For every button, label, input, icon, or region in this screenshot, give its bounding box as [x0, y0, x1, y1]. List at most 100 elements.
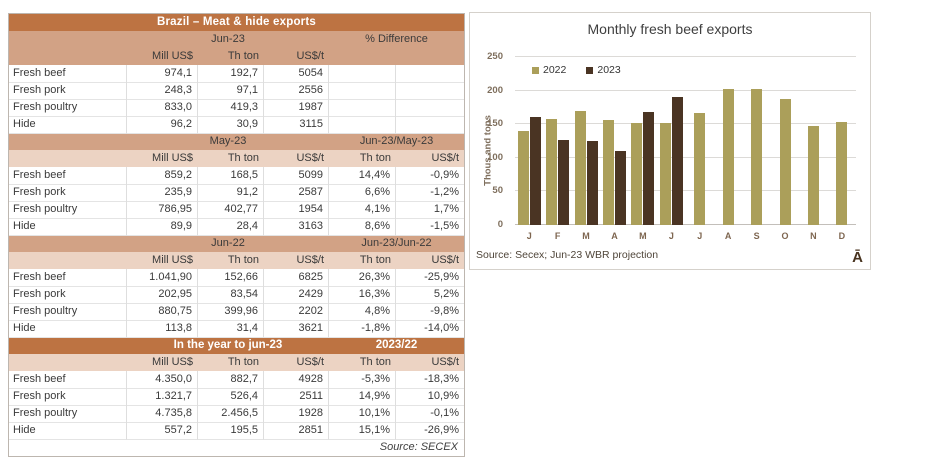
cell-value: 3621	[264, 320, 329, 338]
unit-header: Th ton	[227, 50, 259, 62]
table-row: Hide 113,8 31,4 3621 -1,8% -14,0%	[9, 320, 464, 338]
legend-item-2023: 2023	[586, 64, 621, 76]
cell-value: 526,4	[198, 388, 264, 406]
cell-value: 882,7	[198, 371, 264, 389]
row-label: Fresh poultry	[9, 201, 127, 219]
cell-value: 2851	[264, 422, 329, 440]
cell-value: 2511	[264, 388, 329, 406]
cell-value: 16,3%	[329, 286, 396, 304]
cell-value: 2556	[264, 82, 329, 100]
bar-group	[828, 57, 856, 225]
cell-value: 833,0	[127, 99, 198, 117]
cell-value: 1954	[264, 201, 329, 219]
cell-value: 31,4	[198, 320, 264, 338]
x-tick-label: S	[753, 231, 760, 241]
table-row: Fresh poultry 880,75 399,96 2202 4,8% -9,8%	[9, 303, 464, 321]
table-row: Fresh pork 235,9 91,2 2587 6,6% -1,2%	[9, 184, 464, 202]
bar-2022	[694, 112, 706, 225]
cell-value: 96,2	[127, 116, 198, 134]
row-label: Fresh beef	[9, 371, 127, 389]
table-row: Fresh beef 1.041,90 152,66 6825 26,3% -25,9%	[9, 269, 464, 287]
cell-value: 6825	[264, 269, 329, 287]
bar-group	[572, 57, 600, 225]
cell-value: 1.041,90	[127, 269, 198, 287]
chart-legend: 2022 2023	[532, 64, 621, 76]
cell-value: 15,1%	[329, 422, 396, 440]
x-tick-label: O	[781, 231, 789, 241]
unit-header	[9, 150, 127, 167]
cell-value: 1928	[264, 405, 329, 423]
table-row: Fresh poultry 833,0 419,3 1987	[9, 99, 464, 117]
cell-value: -1,8%	[329, 320, 396, 338]
unit-header-row: Mill US$ Th ton US$/t Th ton US$/t	[9, 150, 464, 167]
gridline	[515, 123, 856, 125]
table-row: Hide 89,9 28,4 3163 8,6% -1,5%	[9, 218, 464, 236]
x-tick-label: J	[526, 231, 532, 241]
bar-2023	[558, 140, 570, 225]
cell-value	[396, 116, 464, 134]
chart-source: Source: Secex; Jun-23 WBR projection	[476, 249, 659, 261]
cell-value: -0,1%	[396, 405, 464, 423]
bar-2022	[659, 122, 671, 225]
cell-value: 2202	[264, 303, 329, 321]
unit-header	[9, 252, 127, 269]
cell-value: 859,2	[127, 167, 198, 185]
cell-value: -1,5%	[396, 218, 464, 236]
cell-value: 974,1	[127, 65, 198, 83]
row-label: Hide	[9, 320, 127, 338]
cell-value: 168,5	[198, 167, 264, 185]
row-label: Hide	[9, 422, 127, 440]
cell-value	[396, 82, 464, 100]
cell-value: 2587	[264, 184, 329, 202]
bar-group	[543, 57, 571, 225]
cell-value: 3115	[264, 116, 329, 134]
cell-value: 5054	[264, 65, 329, 83]
cell-value: -9,8%	[396, 303, 464, 321]
row-label: Fresh poultry	[9, 303, 127, 321]
period-row-spacer	[9, 235, 127, 252]
cell-value: 1,7%	[396, 201, 464, 219]
row-label: Fresh pork	[9, 184, 127, 202]
legend-item-2022: 2022	[532, 64, 566, 76]
bar-group	[771, 57, 799, 225]
cell-value	[329, 116, 396, 134]
unit-header: Th ton	[359, 152, 391, 164]
x-tick-label: J	[697, 231, 703, 241]
bar-group	[629, 57, 657, 225]
gridline	[515, 89, 856, 91]
bar-2022	[722, 89, 734, 225]
cell-value: 10,1%	[329, 405, 396, 423]
cell-value: -0,9%	[396, 167, 464, 185]
diff-label: 2023/22	[375, 339, 418, 351]
gridline	[515, 156, 856, 158]
y-tick-label: 50	[492, 185, 503, 197]
x-tick-label: A	[611, 231, 618, 241]
cell-value: 235,9	[127, 184, 198, 202]
cell-value: 97,1	[198, 82, 264, 100]
table-footer-row: Source: SECEX	[9, 439, 464, 456]
unit-header: US$/t	[431, 356, 459, 368]
period-label: May-23	[209, 135, 247, 147]
cell-value: 1987	[264, 99, 329, 117]
cell-value: 89,9	[127, 218, 198, 236]
cell-value: 192,7	[198, 65, 264, 83]
table-row: Fresh beef 4.350,0 882,7 4928 -5,3% -18,3%	[9, 371, 464, 389]
cell-value	[329, 65, 396, 83]
cell-value: 14,9%	[329, 388, 396, 406]
unit-header: US$/t	[296, 152, 324, 164]
cell-value: 419,3	[198, 99, 264, 117]
beef-exports-chart: Monthly fresh beef exports 2022 2023 Thou…	[469, 12, 871, 270]
table-body: Jun-23 % Difference Mill US$ Th ton US$/t Fre…	[9, 31, 464, 440]
unit-header: Th ton	[359, 356, 391, 368]
bar-2022	[807, 126, 819, 225]
row-label: Fresh beef	[9, 167, 127, 185]
cell-value: -18,3%	[396, 371, 464, 389]
chart-title: Monthly fresh beef exports	[587, 21, 753, 37]
cell-value: -5,3%	[329, 371, 396, 389]
cell-value: 3163	[264, 218, 329, 236]
bar-2023	[614, 151, 626, 225]
cell-value	[396, 65, 464, 83]
y-tick-label: 0	[497, 219, 503, 230]
diff-label: Jun-23/May-23	[359, 135, 434, 147]
